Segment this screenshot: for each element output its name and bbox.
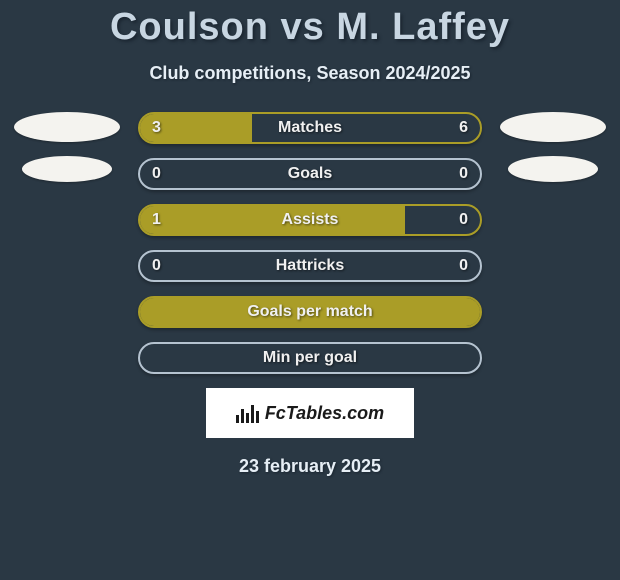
stat-bar: 00Hattricks — [138, 250, 482, 282]
stat-label: Goals — [140, 160, 480, 188]
stat-bar: 36Matches — [138, 112, 482, 144]
stat-bars: 36Matches 00Goals 10Assists 00Hattricks Goal… — [138, 112, 482, 374]
fctables-logo: FcTables.com — [206, 388, 414, 438]
comparison-title: Coulson vs M. Laffey — [0, 0, 620, 49]
right-player-markers — [500, 112, 606, 182]
stat-label: Assists — [140, 206, 480, 234]
left-player-markers — [14, 112, 120, 182]
snapshot-date: 23 february 2025 — [0, 456, 620, 477]
comparison-subtitle: Club competitions, Season 2024/2025 — [0, 63, 620, 84]
stat-label: Goals per match — [140, 298, 480, 326]
oval-placeholder — [500, 112, 606, 142]
stat-label: Min per goal — [140, 344, 480, 372]
logo-text: FcTables.com — [265, 403, 384, 424]
oval-placeholder — [14, 112, 120, 142]
oval-placeholder — [508, 156, 598, 182]
stat-bar: 00Goals — [138, 158, 482, 190]
comparison-content: 36Matches 00Goals 10Assists 00Hattricks Goal… — [0, 112, 620, 374]
oval-placeholder — [22, 156, 112, 182]
stat-label: Matches — [140, 114, 480, 142]
stat-label: Hattricks — [140, 252, 480, 280]
stat-bar: 10Assists — [138, 204, 482, 236]
stat-bar: Goals per match — [138, 296, 482, 328]
chart-icon — [236, 403, 259, 423]
stat-bar: Min per goal — [138, 342, 482, 374]
